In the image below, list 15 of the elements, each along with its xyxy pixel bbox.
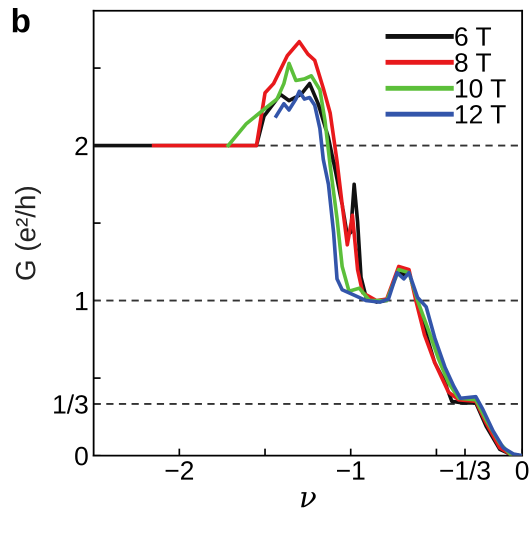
legend-label: 8 T xyxy=(455,53,492,72)
x-tick-label: 0 xyxy=(516,461,528,480)
legend-label: 6 T xyxy=(455,27,492,46)
legend-label: 10 T xyxy=(456,79,506,98)
y-tick-label: 1/3 xyxy=(54,394,88,414)
x-tick-label: −2 xyxy=(166,461,194,480)
y-axis-title: G (e²/h) xyxy=(15,187,41,280)
legend-label: 12 T xyxy=(456,105,506,124)
x-tick-label: −1/3 xyxy=(440,460,490,480)
y-tick-label: 0 xyxy=(75,446,88,466)
x-tick-label: −1 xyxy=(336,461,364,480)
chart-title: b xyxy=(12,8,30,33)
y-tick-label: 2 xyxy=(75,136,88,156)
y-tick-label: 1 xyxy=(76,292,88,310)
x-axis-title: ν xyxy=(301,492,316,508)
